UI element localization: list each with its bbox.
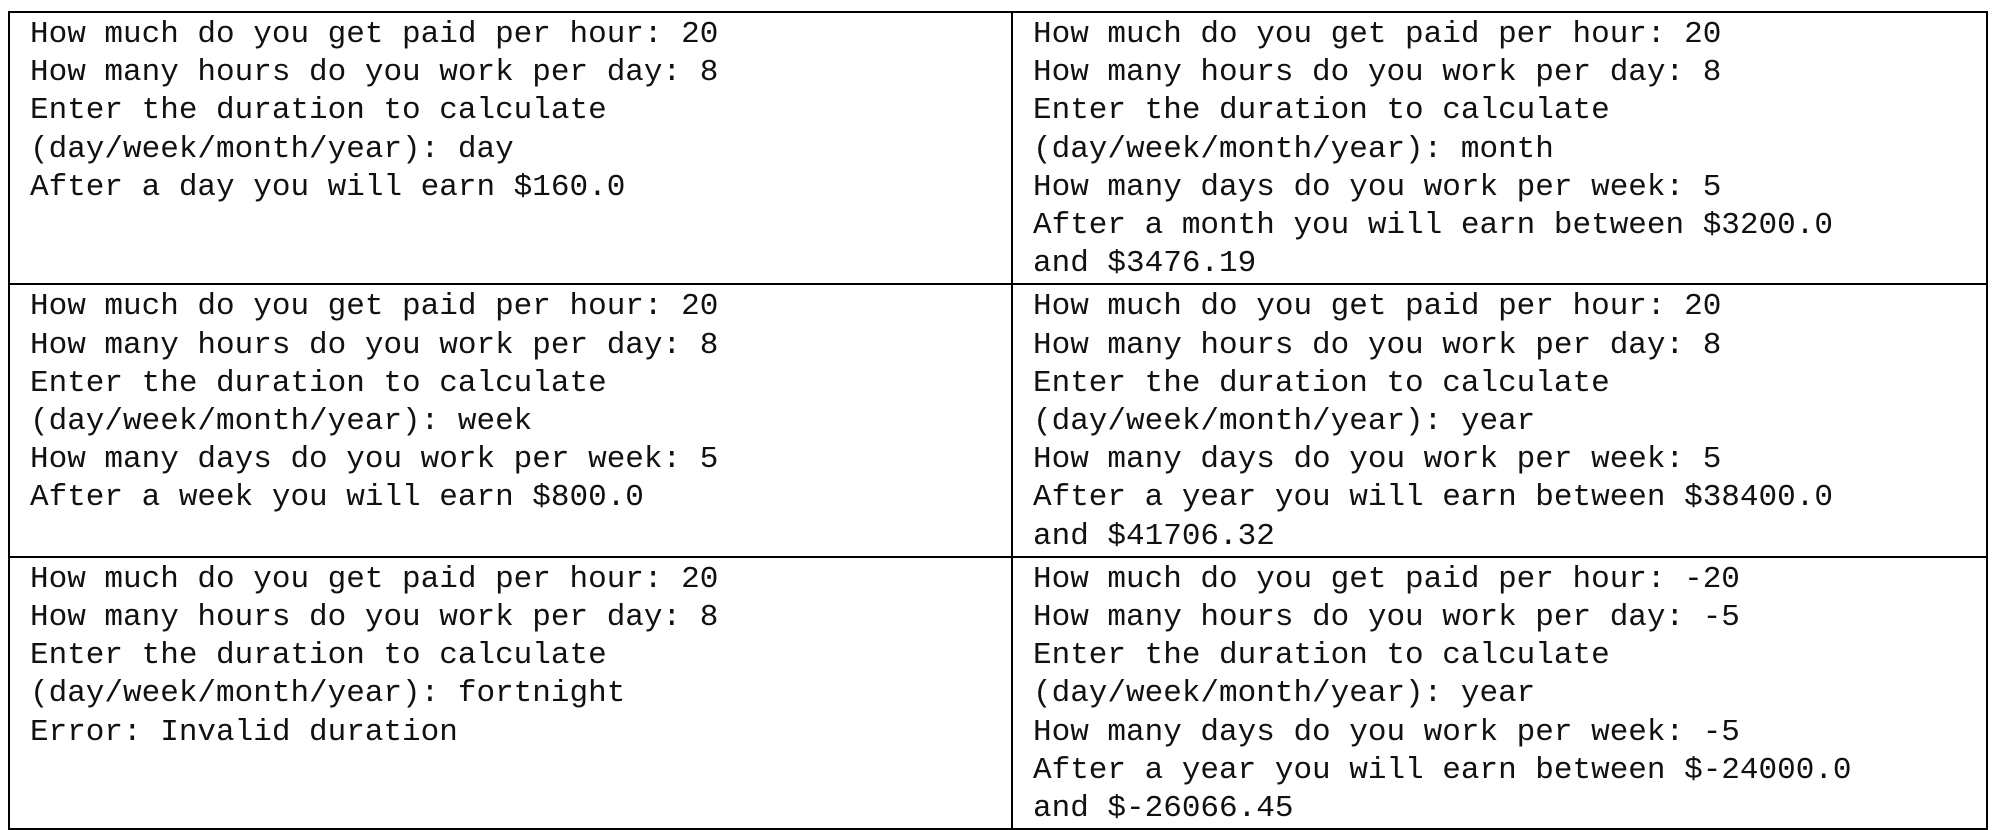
output-line: How much do you get paid per hour: 20 [1033, 17, 1722, 52]
output-line: Enter the duration to calculate [1033, 365, 1610, 401]
output-line: (day/week/month/year): week [30, 404, 533, 440]
output-line: How many days do you work per week: 5 [30, 442, 719, 478]
output-line: How much do you get paid per hour: 20 [30, 17, 719, 52]
output-line: How many days do you work per week: -5 [1033, 714, 1740, 750]
output-line: How many hours do you work per day: -5 [1033, 600, 1740, 636]
console-cell-day: How much do you get paid per hour: 20 Ho… [8, 10, 1013, 286]
output-line: How many hours do you work per day: 8 [1033, 327, 1722, 363]
output-line: Error: Invalid duration [30, 714, 458, 750]
output-line: How much do you get paid per hour: 20 [30, 561, 719, 597]
table-row: How much do you get paid per hour: 20 Ho… [8, 555, 1988, 830]
output-line: How many hours do you work per day: 8 [30, 600, 719, 636]
output-line: How many days do you work per week: 5 [1033, 442, 1722, 478]
console-cell-month: How much do you get paid per hour: 20 Ho… [1011, 10, 1988, 286]
output-line: How much do you get paid per hour: 20 [30, 289, 719, 325]
output-line: and $-26066.45 [1033, 791, 1294, 827]
output-line: Enter the duration to calculate [30, 93, 607, 129]
output-line: and $3476.19 [1033, 246, 1257, 282]
output-line: How many hours do you work per day: 8 [1033, 55, 1722, 91]
output-line: Enter the duration to calculate [30, 365, 607, 401]
output-line: After a year you will earn between $3840… [1033, 480, 1833, 516]
output-line: and $41706.32 [1033, 518, 1275, 554]
console-cell-fortnight-error: How much do you get paid per hour: 20 Ho… [8, 555, 1013, 830]
table-row: How much do you get paid per hour: 20 Ho… [8, 283, 1988, 558]
output-line: Enter the duration to calculate [1033, 93, 1610, 129]
output-line: After a month you will earn between $320… [1033, 208, 1833, 244]
output-line: (day/week/month/year): fortnight [30, 676, 626, 712]
output-line: Enter the duration to calculate [30, 638, 607, 674]
console-cell-negative-year: How much do you get paid per hour: -20 H… [1011, 555, 1988, 830]
output-line: How many hours do you work per day: 8 [30, 55, 719, 91]
output-line: (day/week/month/year): year [1033, 404, 1536, 440]
console-output-table: How much do you get paid per hour: 20 Ho… [8, 10, 1988, 830]
output-line: After a year you will earn between $-240… [1033, 752, 1852, 788]
output-line: Enter the duration to calculate [1033, 638, 1610, 674]
output-line: After a day you will earn $160.0 [30, 169, 626, 205]
output-line: How many days do you work per week: 5 [1033, 169, 1722, 205]
console-cell-week: How much do you get paid per hour: 20 Ho… [8, 283, 1013, 558]
output-line: How much do you get paid per hour: -20 [1033, 561, 1740, 597]
output-line: (day/week/month/year): month [1033, 131, 1554, 167]
output-line: How much do you get paid per hour: 20 [1033, 289, 1722, 325]
output-line: (day/week/month/year): year [1033, 676, 1536, 712]
output-line: How many hours do you work per day: 8 [30, 327, 719, 363]
output-line: After a week you will earn $800.0 [30, 480, 644, 516]
table-row: How much do you get paid per hour: 20 Ho… [8, 10, 1988, 286]
output-line: (day/week/month/year): day [30, 131, 514, 167]
console-cell-year: How much do you get paid per hour: 20 Ho… [1011, 283, 1988, 558]
